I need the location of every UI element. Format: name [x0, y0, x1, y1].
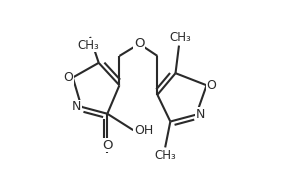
Text: OH: OH: [134, 124, 153, 137]
Text: O: O: [102, 139, 113, 152]
Text: O: O: [63, 71, 73, 84]
Text: N: N: [196, 108, 206, 121]
Text: CH₃: CH₃: [154, 149, 176, 162]
Text: N: N: [72, 100, 81, 113]
Text: O: O: [207, 79, 217, 92]
Text: O: O: [134, 37, 144, 50]
Text: CH₃: CH₃: [78, 39, 99, 52]
Text: CH₃: CH₃: [170, 31, 191, 44]
